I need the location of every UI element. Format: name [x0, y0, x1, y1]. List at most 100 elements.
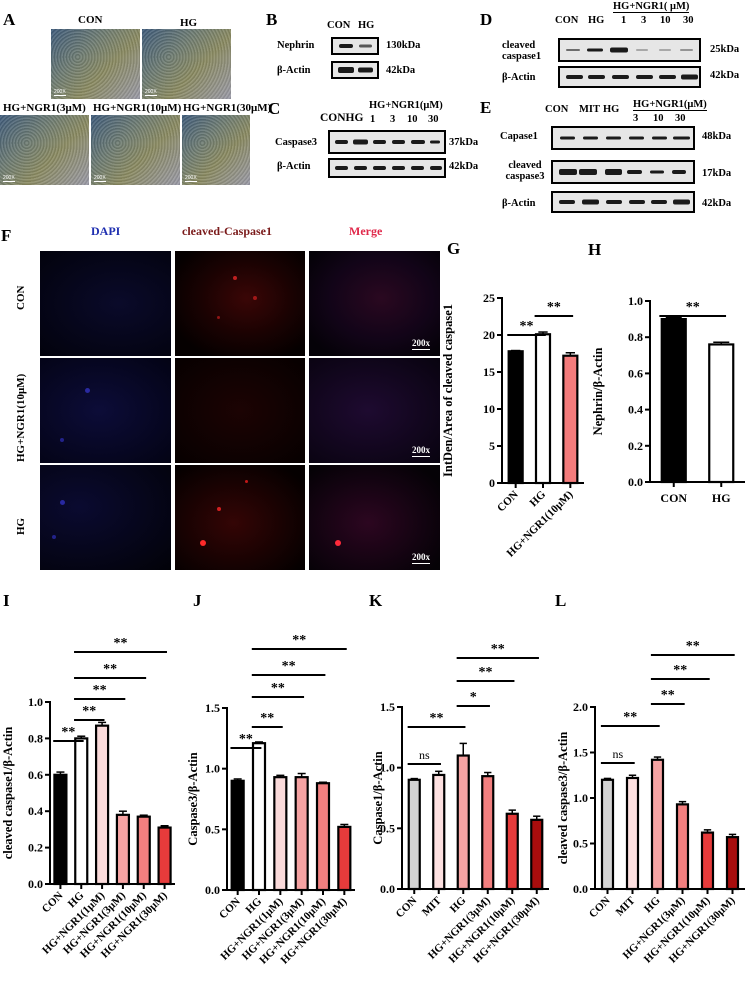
y-axis-label: Caspase3/β-Actin: [186, 752, 200, 845]
bar: [251, 742, 267, 892]
bar: [505, 812, 519, 891]
y-tick-label: 1.0: [205, 762, 220, 776]
y-tick-label: 5: [489, 439, 495, 453]
significance-label: **: [260, 711, 274, 726]
y-tick-label: 1.0: [628, 294, 643, 308]
y-tick-label: 1.5: [573, 746, 588, 760]
bar: [337, 825, 352, 892]
significance-label: **: [61, 725, 75, 740]
protein-b-actin: β-Actin: [277, 65, 311, 76]
y-tick-label: 15: [483, 365, 495, 379]
group-header: HG+NGR1(μM): [633, 99, 707, 111]
x-tick-label: MIT: [614, 894, 639, 919]
panel-label-j: J: [193, 591, 202, 610]
blot-b-actin: [328, 158, 446, 178]
y-tick-label: 0.0: [205, 883, 220, 897]
x-tick-label: CON: [217, 896, 243, 922]
size-nephrin: 130kDa: [386, 40, 421, 51]
lane-30: 30: [428, 114, 439, 125]
y-tick-label: 1.0: [573, 791, 588, 805]
image-title-hg: HG: [180, 17, 198, 29]
bar: [115, 813, 131, 886]
panel-label-e: E: [480, 98, 492, 117]
protein-cleaved-caspase1: cleaved caspase1: [502, 40, 542, 62]
lane-3: 3: [390, 114, 396, 125]
y-tick-label: 0.8: [28, 731, 43, 745]
scale-bar: 200x: [412, 552, 430, 564]
y-tick-label: 0.0: [28, 877, 43, 891]
bar: [708, 343, 735, 484]
y-tick-label: 0.4: [28, 804, 43, 818]
fluorescence-merge-hg: 200x: [309, 465, 440, 570]
lane-30: 30: [675, 113, 686, 124]
x-tick-label: CON: [660, 491, 687, 505]
significance-label: **: [93, 683, 107, 698]
blot-cleaved-caspase3: [551, 160, 695, 184]
significance-label: **: [239, 732, 253, 747]
y-tick-label: 0.6: [628, 366, 643, 380]
y-axis-label: cleaved caspase3/β-Actin: [556, 732, 570, 865]
fluorescence-dapi-hg: [40, 465, 171, 570]
significance-label: **: [282, 659, 296, 674]
fluorescence-merge-con: 200x: [309, 251, 440, 356]
blot-b-actin: [331, 61, 379, 79]
panel-label-l: L: [555, 591, 567, 610]
column-title-cleaved-caspase1: cleaved-Caspase1: [182, 224, 272, 238]
y-axis-label: cleaved caspase1/β-Actin: [1, 727, 15, 860]
bar: [136, 815, 151, 886]
significance-label: **: [479, 665, 493, 680]
bar: [507, 350, 524, 485]
size-b-actin: 42kDa: [710, 70, 740, 81]
significance-label: **: [103, 662, 117, 677]
chart-g: 0 5 10 15 20 25 IntDen/Area of cleaved caspase…: [441, 291, 584, 560]
y-tick-label: 2.0: [573, 700, 588, 714]
micrograph-ngr1-3: 200X: [0, 115, 89, 185]
blot-cleaved-caspase1: [558, 38, 701, 62]
y-tick-label: 0.6: [28, 768, 43, 782]
blot-b-actin: [558, 66, 701, 88]
bar: [456, 754, 470, 891]
protein-caspase3: Caspase3: [275, 137, 318, 148]
lane-10: 10: [660, 15, 671, 26]
size-b-actin: 42kDa: [386, 65, 416, 76]
row-label-hg: HG: [15, 517, 27, 535]
significance-label: **: [661, 688, 675, 703]
lane-con: CON: [327, 20, 351, 31]
size-b-actin: 42kDa: [449, 161, 479, 172]
lane-30: 30: [683, 15, 694, 26]
y-tick-label: 0.0: [380, 882, 395, 896]
significance-label: **: [520, 319, 534, 334]
chart-h: 0.0 0.2 0.4 0.6 0.8 1.0 Nephrin/β-Actin CON HG **: [591, 294, 745, 505]
chart-i: 0.0 0.2 0.4 0.6 0.8 1.0 cleaved caspase1/β-Act…: [1, 636, 175, 961]
y-tick-label: 20: [483, 328, 495, 342]
y-axis-label: Nephrin/β-Actin: [591, 348, 605, 436]
lane-1: 1: [370, 114, 376, 125]
y-tick-label: 0.5: [380, 821, 395, 835]
protein-capase1: Capase1: [500, 131, 538, 142]
x-tick-label: HG: [642, 894, 663, 915]
protein-b-actin: β-Actin: [502, 72, 536, 83]
x-tick-label: CON: [40, 890, 66, 916]
bar: [74, 737, 89, 886]
micrograph-con: 200X: [51, 29, 140, 99]
bar: [625, 776, 640, 891]
lane-3: 3: [641, 15, 647, 26]
bar: [53, 773, 68, 886]
bar: [660, 317, 687, 484]
blot-b-actin: [551, 191, 695, 213]
y-tick-label: 10: [483, 402, 495, 416]
panel-label-a: A: [3, 10, 16, 29]
micrograph-ngr1-10: 200X: [91, 115, 180, 185]
y-tick-label: 1.5: [380, 700, 395, 714]
significance-label: **: [292, 633, 306, 648]
scale-bar: 200X: [3, 175, 15, 182]
scale-bar: 200X: [54, 89, 66, 96]
scale-bar: 200x: [412, 445, 430, 457]
bar: [700, 831, 715, 891]
scale-bar: 200x: [412, 338, 430, 350]
lane-1: 1: [621, 15, 627, 26]
bar: [94, 724, 110, 886]
lane-hg: HG: [603, 104, 620, 115]
bar: [432, 773, 446, 891]
